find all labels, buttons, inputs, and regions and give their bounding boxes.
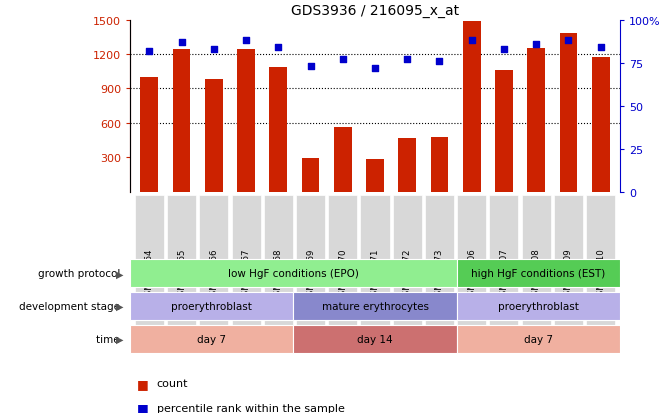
Text: GSM426508: GSM426508 [532,248,541,300]
Bar [141,78,158,192]
Text: GSM190966: GSM190966 [209,248,218,300]
Bar [302,159,320,192]
Text: day 7: day 7 [197,334,226,344]
FancyBboxPatch shape [293,292,457,320]
Bar [399,138,416,192]
Point [563,38,574,45]
Text: ▶: ▶ [116,268,123,279]
FancyBboxPatch shape [167,195,196,353]
Point [370,65,381,72]
FancyBboxPatch shape [135,195,164,353]
Point [531,41,541,48]
Text: mature erythrocytes: mature erythrocytes [322,301,429,311]
Bar [334,128,352,192]
FancyBboxPatch shape [360,195,389,353]
Text: day 14: day 14 [357,334,393,344]
FancyBboxPatch shape [457,292,620,320]
FancyBboxPatch shape [232,195,261,353]
Point [402,57,413,63]
FancyBboxPatch shape [457,325,620,353]
Point [241,38,251,45]
Point [305,64,316,70]
Text: GSM190971: GSM190971 [371,248,379,300]
FancyBboxPatch shape [490,195,519,353]
FancyBboxPatch shape [130,325,293,353]
Text: high HgF conditions (EST): high HgF conditions (EST) [471,268,606,279]
Text: ■: ■ [137,377,153,390]
Bar [431,137,448,192]
Text: proerythroblast: proerythroblast [498,301,579,311]
Text: GSM190969: GSM190969 [306,248,315,300]
Text: GSM190973: GSM190973 [435,248,444,300]
Point [176,40,187,46]
Text: GSM190964: GSM190964 [145,248,154,300]
Text: GSM426509: GSM426509 [564,248,573,300]
Point [466,38,477,45]
Bar [366,160,384,192]
Text: day 7: day 7 [524,334,553,344]
FancyBboxPatch shape [522,195,551,353]
Text: proerythroblast: proerythroblast [172,301,252,311]
Text: GSM190970: GSM190970 [338,248,347,300]
Text: development stage: development stage [19,301,123,311]
Text: GSM190965: GSM190965 [177,248,186,300]
FancyBboxPatch shape [199,195,228,353]
FancyBboxPatch shape [457,195,486,353]
Text: time: time [96,334,123,344]
Text: ▶: ▶ [116,301,123,311]
Bar [173,50,190,192]
FancyBboxPatch shape [554,195,583,353]
Bar [237,50,255,192]
Text: ▶: ▶ [116,334,123,344]
Point [273,45,283,51]
Bar [205,80,222,192]
Bar [269,67,287,192]
FancyBboxPatch shape [457,260,620,287]
Bar [592,58,610,192]
Text: GSM190972: GSM190972 [403,248,412,300]
FancyBboxPatch shape [586,195,615,353]
Bar [463,22,480,192]
Bar [559,34,578,192]
Bar [527,49,545,192]
Text: count: count [157,378,188,388]
Text: GSM426510: GSM426510 [596,248,605,300]
FancyBboxPatch shape [393,195,421,353]
Point [144,48,155,55]
Point [434,59,445,65]
Text: low HgF conditions (EPO): low HgF conditions (EPO) [228,268,358,279]
Point [208,47,219,53]
Text: growth protocol: growth protocol [38,268,123,279]
Bar [495,71,513,192]
Point [498,47,509,53]
FancyBboxPatch shape [264,195,293,353]
Title: GDS3936 / 216095_x_at: GDS3936 / 216095_x_at [291,4,459,18]
Point [338,57,348,63]
Text: GSM426506: GSM426506 [467,248,476,300]
Text: ■: ■ [137,401,153,413]
FancyBboxPatch shape [130,260,457,287]
Point [596,45,606,51]
FancyBboxPatch shape [296,195,325,353]
FancyBboxPatch shape [425,195,454,353]
FancyBboxPatch shape [328,195,357,353]
FancyBboxPatch shape [130,292,293,320]
Text: GSM190968: GSM190968 [274,248,283,300]
Text: percentile rank within the sample: percentile rank within the sample [157,403,344,413]
Text: GSM426507: GSM426507 [499,248,509,300]
Text: GSM190967: GSM190967 [242,248,251,300]
FancyBboxPatch shape [293,325,457,353]
